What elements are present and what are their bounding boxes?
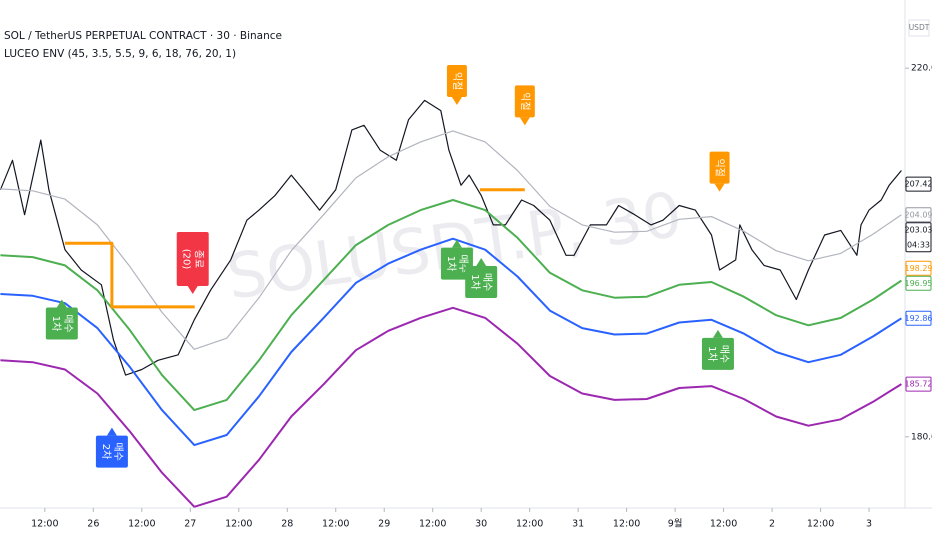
signal-arrow	[451, 97, 462, 106]
signal-box	[465, 266, 498, 299]
x-tick-label: 28	[281, 519, 293, 530]
series-line	[0, 130, 902, 350]
x-tick-label: 31	[572, 519, 584, 530]
signal-box	[709, 151, 730, 184]
signal-text: 익절	[519, 92, 532, 110]
chart-title: SOL / TetherUS PERPETUAL CONTRACT · 30 ·…	[4, 30, 282, 42]
x-tick-label: 12:00	[322, 519, 349, 530]
signal-box	[95, 435, 128, 468]
signal-box	[45, 307, 78, 340]
series-line	[65, 188, 525, 309]
price-label: 198.29	[905, 264, 932, 273]
price-label: 196.95	[905, 279, 932, 288]
price-label-box	[905, 376, 932, 392]
signal-text: 익절	[714, 158, 727, 176]
currency-box[interactable]	[908, 19, 930, 37]
signal-box	[446, 65, 467, 98]
signal-arrow	[106, 427, 117, 436]
signal-text: 매수	[481, 273, 493, 291]
signal-text: 매수	[718, 345, 730, 363]
signal-text: 1차	[445, 256, 457, 272]
x-tick-label: 12:00	[613, 519, 640, 530]
signal-text: (20)	[181, 249, 192, 270]
series-line	[0, 237, 902, 447]
signal-arrow	[187, 285, 198, 294]
price-label: 207.42	[905, 180, 932, 189]
x-tick-label: 12:00	[710, 519, 737, 530]
signal-text: 종료	[193, 250, 205, 268]
price-label-box	[905, 310, 932, 326]
x-tick-label: 12:00	[225, 519, 252, 530]
signal-text: 익절	[451, 72, 464, 90]
x-tick-label: 27	[184, 519, 196, 530]
signal-box	[440, 247, 473, 280]
signal-box	[701, 337, 734, 370]
signal-text: 1차	[50, 316, 62, 332]
currency[interactable]: USDT	[909, 23, 930, 32]
price-label: 185.72	[905, 380, 932, 389]
price-label: 203.03	[905, 225, 932, 234]
price-label-box	[905, 176, 932, 192]
x-tick-label: 12:00	[419, 519, 446, 530]
price-label: 192.86	[905, 314, 932, 323]
price-label-countdown: 04:33	[907, 240, 930, 249]
price-label-box	[905, 260, 932, 276]
signal-arrow	[56, 299, 67, 308]
x-tick-label: 12:00	[516, 519, 543, 530]
x-tick-label: 12:00	[807, 519, 834, 530]
y-tick-label: 220.00	[911, 64, 932, 74]
y-tick-label: 180.00	[911, 432, 932, 442]
x-tick-label: 12:00	[128, 519, 155, 530]
signal-text: 매수	[62, 314, 74, 332]
x-tick-label: 12:00	[31, 519, 58, 530]
x-tick-label: 2	[769, 519, 775, 530]
signal-text: 1차	[469, 274, 481, 290]
signal-box	[514, 85, 535, 118]
signal-arrow	[712, 329, 723, 338]
signal-text: 매수	[112, 442, 124, 460]
price-label: 204.09	[905, 210, 932, 219]
x-tick-label: 26	[87, 519, 99, 530]
series-line	[0, 99, 902, 376]
signal-arrow	[451, 239, 462, 248]
signal-text: 1차	[706, 346, 718, 362]
series-line	[0, 306, 902, 508]
price-label-box	[905, 275, 932, 291]
x-tick-label: 9월	[668, 518, 683, 530]
signal-arrow	[714, 183, 725, 192]
indicator-title: LUCEO ENV (45, 3.5, 5.5, 9, 6, 18, 76, 2…	[4, 48, 236, 60]
x-tick-label: 30	[475, 519, 487, 530]
x-tick-label: 29	[378, 519, 390, 530]
signal-arrow	[519, 117, 530, 126]
x-tick-label: 3	[866, 519, 872, 530]
signal-marker: 익절	[514, 85, 535, 126]
series-line	[0, 199, 902, 412]
signal-marker: 익절	[446, 65, 467, 106]
signal-marker: 종료(20)	[176, 231, 209, 294]
signal-text: 2차	[100, 444, 112, 460]
signal-arrow	[476, 258, 487, 267]
price-label-box	[905, 222, 932, 253]
signal-box	[176, 231, 209, 286]
signal-marker: 익절	[709, 151, 730, 192]
price-label-box	[905, 207, 932, 223]
